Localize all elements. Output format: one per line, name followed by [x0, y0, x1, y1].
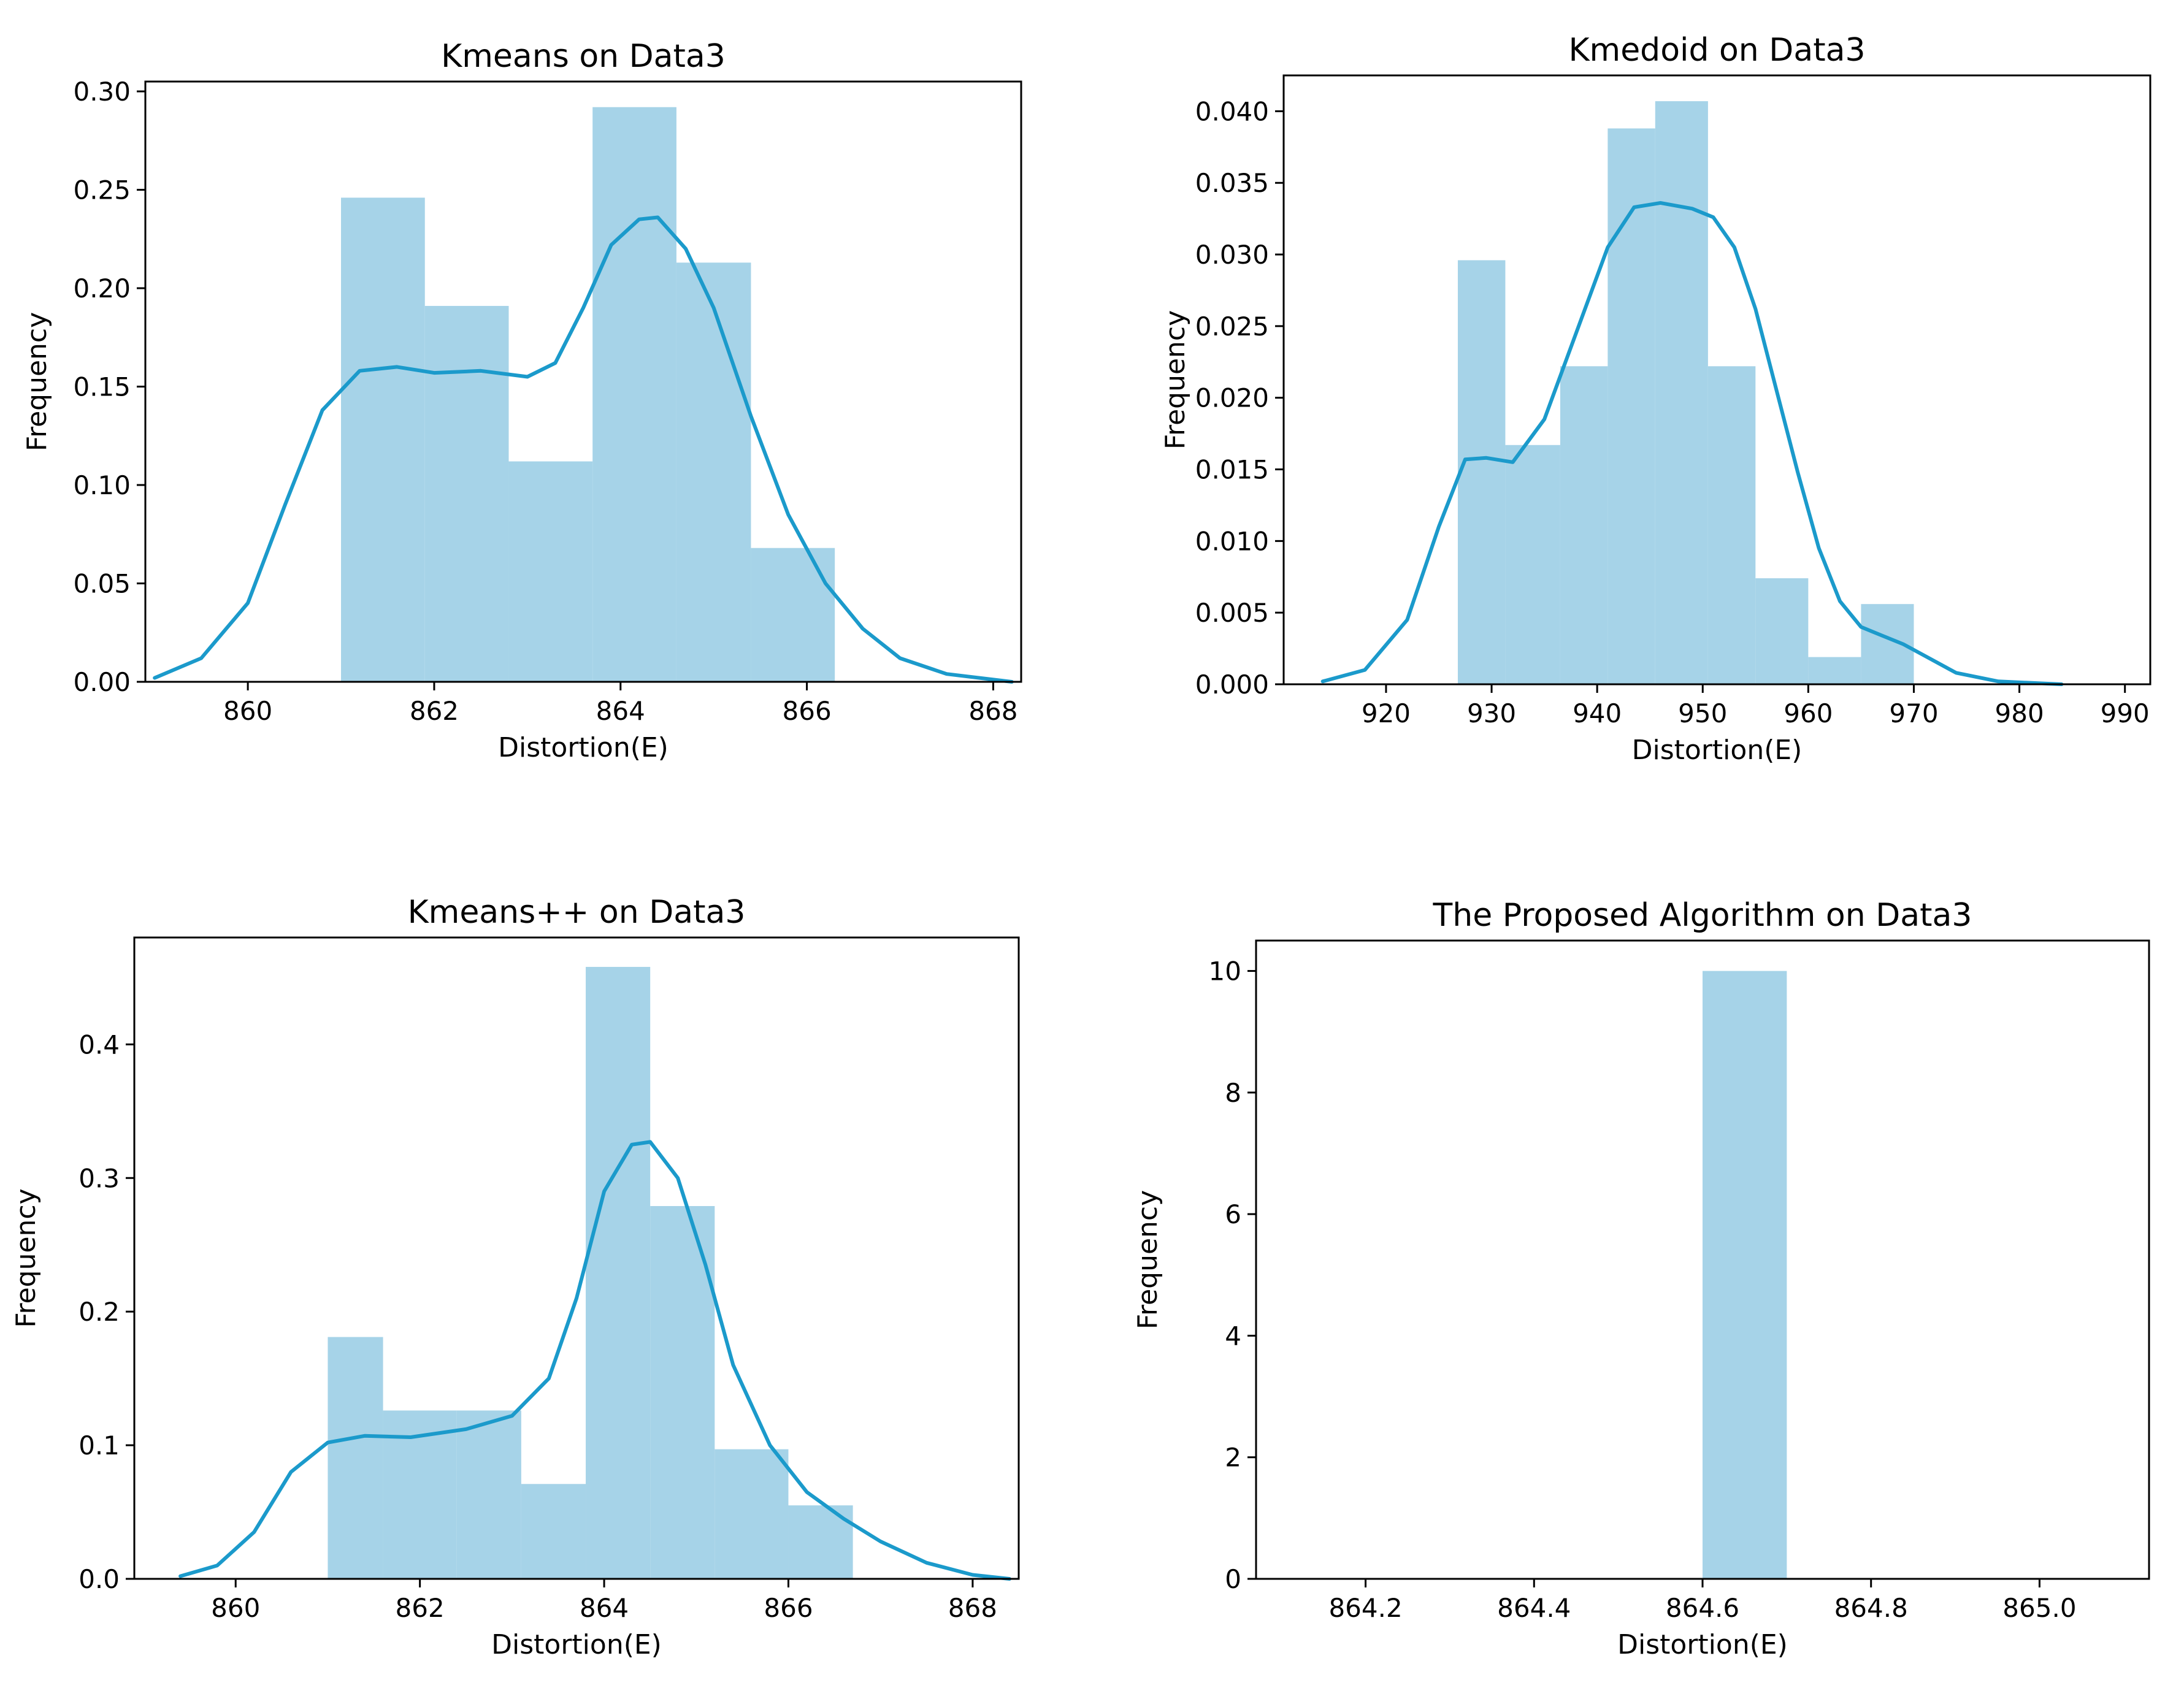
chart-panel-1: 860 862 864 866 868 0.00 0.05 0.10 0.15 0.20 0.25 0…	[21, 38, 1022, 763]
histogram-bar	[341, 197, 425, 682]
y-axis-label: Frequency	[1160, 310, 1191, 449]
y-axis-label: Frequency	[1132, 1190, 1163, 1329]
chart-title: Kmeans on Data3	[441, 38, 726, 75]
y-tick-label: 0.015	[1195, 455, 1269, 485]
x-tick-label: 866	[783, 696, 832, 726]
x-tick-label: 864.6	[1666, 1593, 1739, 1623]
histogram-bar	[676, 262, 751, 682]
histogram-bar	[1655, 101, 1708, 685]
y-axis-label: Frequency	[21, 312, 53, 451]
x-tick-label: 864	[596, 696, 645, 726]
histogram-bar	[328, 1337, 383, 1579]
y-tick-label: 0.020	[1195, 383, 1269, 413]
x-tick-label: 868	[948, 1593, 997, 1623]
y-axis-label: Frequency	[10, 1188, 42, 1327]
y-tick-label: 0.1	[79, 1430, 120, 1461]
x-tick-label: 864	[580, 1593, 629, 1623]
x-axis-label: Distortion(E)	[1632, 735, 1803, 766]
y-tick-label: 0.4	[79, 1029, 120, 1060]
histogram-bar	[424, 305, 509, 682]
y-tick-label: 0.30	[73, 77, 131, 107]
y-tick-label: 0.20	[73, 273, 131, 304]
y-tick-label: 0.025	[1195, 311, 1269, 342]
y-tick-label: 0	[1225, 1564, 1241, 1594]
histogram-bar	[1607, 128, 1655, 685]
x-axis-label: Distortion(E)	[1617, 1629, 1788, 1660]
x-tick-label: 950	[1678, 698, 1727, 728]
y-tick-label: 0.15	[73, 372, 131, 402]
x-tick-label: 865.0	[2002, 1593, 2076, 1623]
histogram-bar	[1703, 971, 1787, 1579]
x-tick-label: 862	[396, 1593, 445, 1623]
x-tick-label: 970	[1889, 698, 1938, 728]
histogram-bar	[1707, 366, 1756, 684]
y-tick-label: 2	[1225, 1443, 1241, 1473]
histogram-bar	[586, 966, 651, 1579]
chart-panel-4: 864.2 864.4 864.6 864.8 865.0 0 2 4 6 8 10 The Prop…	[1132, 897, 2150, 1660]
y-tick-label: 0.010	[1195, 526, 1269, 556]
x-tick-label: 960	[1784, 698, 1833, 728]
y-tick-label: 0.3	[79, 1163, 120, 1193]
x-tick-label: 940	[1573, 698, 1622, 728]
y-tick-label: 0.00	[73, 667, 131, 697]
x-tick-label: 868	[968, 696, 1017, 726]
y-tick-label: 0.000	[1195, 670, 1269, 700]
x-tick-label: 864.8	[1834, 1593, 1908, 1623]
y-tick-label: 0.25	[73, 175, 131, 205]
x-tick-label: 990	[2101, 698, 2150, 728]
x-tick-label: 860	[211, 1593, 260, 1623]
y-tick-label: 0.040	[1195, 96, 1269, 126]
y-tick-label: 0.05	[73, 569, 131, 599]
x-tick-label: 862	[410, 696, 459, 726]
chart-panel-3: 860 862 864 866 868 0.0 0.1 0.2 0.3 0.4 Kmeans++ o…	[10, 894, 1020, 1660]
axes-frame	[1282, 74, 2151, 685]
y-tick-label: 10	[1209, 957, 1241, 987]
x-tick-label: 930	[1467, 698, 1516, 728]
histogram-bar	[521, 1484, 586, 1579]
histogram-bar	[1755, 578, 1809, 684]
y-tick-label: 0.035	[1195, 168, 1269, 198]
y-tick-label: 0.005	[1195, 598, 1269, 628]
y-tick-label: 4	[1225, 1321, 1241, 1351]
x-tick-label: 860	[223, 696, 272, 726]
chart-title: Kmeans++ on Data3	[408, 894, 746, 931]
kde-line	[1320, 200, 2064, 686]
axes-frame	[144, 80, 1022, 683]
y-tick-label: 0.2	[79, 1297, 120, 1327]
axes-frame	[133, 936, 1020, 1580]
y-tick-label: 8	[1225, 1078, 1241, 1108]
y-tick-label: 0.0	[79, 1564, 120, 1594]
chart-title: The Proposed Algorithm on Data3	[1433, 897, 1972, 934]
histogram-bar	[1505, 445, 1560, 684]
chart-panel-2: 920 930 940 950 960 970 980 990 0.000 0.005 0.010 0…	[1160, 32, 2151, 766]
histogram-bar	[751, 548, 835, 682]
y-tick-label: 0.030	[1195, 240, 1269, 270]
histogram-bar	[508, 461, 593, 682]
histogram-bar	[592, 107, 676, 682]
chart-title: Kmedoid on Data3	[1568, 32, 1865, 69]
x-tick-label: 980	[1995, 698, 2044, 728]
x-tick-label: 864.4	[1497, 1593, 1571, 1623]
x-axis-label: Distortion(E)	[491, 1629, 662, 1660]
kde-line	[178, 1140, 1011, 1581]
y-tick-label: 6	[1225, 1199, 1241, 1229]
x-tick-label: 864.2	[1328, 1593, 1402, 1623]
x-tick-label: 920	[1362, 698, 1411, 728]
histogram-bar	[1457, 260, 1506, 685]
histogram-bar	[1560, 366, 1608, 684]
histogram-bar	[456, 1410, 521, 1579]
kde-line	[153, 215, 1014, 684]
histogram-bar	[1808, 657, 1861, 684]
x-tick-label: 866	[764, 1593, 813, 1623]
histogram-bar	[715, 1449, 789, 1579]
x-axis-label: Distortion(E)	[498, 732, 669, 763]
histogram-bar	[650, 1206, 715, 1579]
y-tick-label: 0.10	[73, 470, 131, 500]
